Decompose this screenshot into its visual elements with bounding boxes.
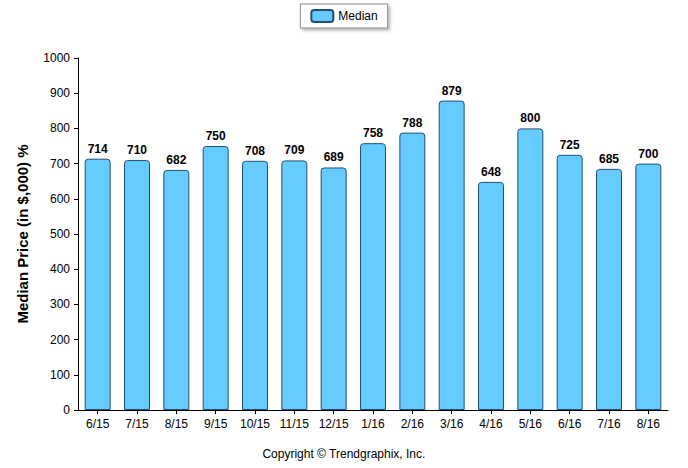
svg-text:200: 200 [50, 333, 70, 347]
svg-text:6/15: 6/15 [86, 417, 110, 431]
svg-text:725: 725 [560, 138, 580, 152]
svg-text:4/16: 4/16 [479, 417, 503, 431]
svg-text:3/16: 3/16 [440, 417, 464, 431]
svg-text:7/16: 7/16 [597, 417, 621, 431]
svg-text:7/15: 7/15 [125, 417, 149, 431]
svg-text:708: 708 [245, 144, 265, 158]
svg-text:709: 709 [284, 143, 304, 157]
svg-text:11/15: 11/15 [280, 417, 309, 431]
svg-text:685: 685 [599, 152, 619, 166]
svg-text:Median Price (in $,000) %: Median Price (in $,000) % [14, 144, 31, 323]
svg-text:1/16: 1/16 [361, 417, 385, 431]
svg-text:12/15: 12/15 [319, 417, 349, 431]
svg-text:788: 788 [402, 116, 422, 130]
svg-text:710: 710 [127, 143, 147, 157]
svg-text:800: 800 [50, 121, 70, 135]
svg-text:8/16: 8/16 [637, 417, 661, 431]
svg-text:5/16: 5/16 [519, 417, 543, 431]
svg-text:Copyright © Trendgraphix, Inc.: Copyright © Trendgraphix, Inc. [262, 447, 425, 461]
svg-text:648: 648 [481, 165, 501, 179]
svg-text:500: 500 [50, 227, 70, 241]
svg-text:6/16: 6/16 [558, 417, 582, 431]
svg-text:700: 700 [50, 157, 70, 171]
svg-text:714: 714 [88, 142, 108, 156]
svg-text:400: 400 [50, 262, 70, 276]
svg-text:689: 689 [324, 150, 344, 164]
svg-text:879: 879 [442, 84, 462, 98]
svg-text:10/15: 10/15 [240, 417, 270, 431]
svg-text:800: 800 [520, 111, 540, 125]
svg-text:758: 758 [363, 126, 383, 140]
svg-text:750: 750 [206, 129, 226, 143]
svg-text:100: 100 [50, 368, 70, 382]
svg-text:682: 682 [166, 153, 186, 167]
svg-text:300: 300 [50, 297, 70, 311]
svg-text:600: 600 [50, 192, 70, 206]
svg-text:2/16: 2/16 [401, 417, 425, 431]
svg-text:1000: 1000 [43, 51, 70, 65]
svg-text:900: 900 [50, 86, 70, 100]
svg-text:9/15: 9/15 [204, 417, 228, 431]
svg-text:8/15: 8/15 [165, 417, 189, 431]
svg-text:Median: Median [338, 9, 377, 23]
svg-text:0: 0 [63, 403, 70, 417]
svg-text:700: 700 [638, 147, 658, 161]
